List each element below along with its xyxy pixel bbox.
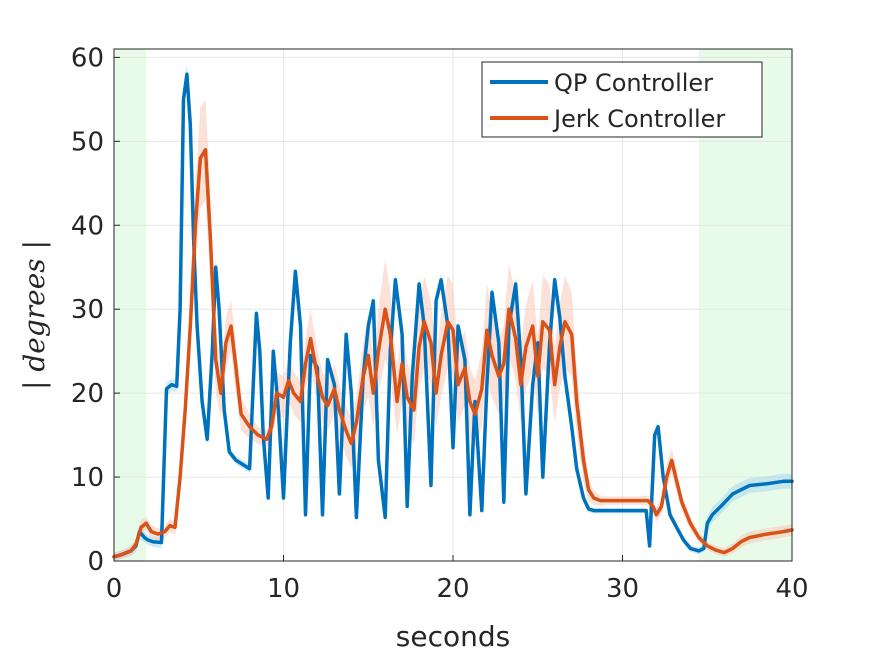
legend: QP Controller Jerk Controller xyxy=(481,61,763,138)
x-tick-label-1: 10 xyxy=(267,574,300,604)
series-line-qp-controller xyxy=(112,72,794,559)
x-axis-title: seconds xyxy=(396,620,510,653)
x-tick-label-3: 30 xyxy=(606,574,639,604)
x-tick-label-0: 0 xyxy=(106,574,123,604)
y-tick-label-4: 40 xyxy=(71,211,104,241)
y-tick-label-2: 20 xyxy=(71,379,104,409)
y-tick-label-3: 30 xyxy=(71,295,104,325)
y-tick-label-5: 50 xyxy=(71,127,104,157)
series-line-jerk-controller xyxy=(112,147,794,559)
y-tick-label-1: 10 xyxy=(71,463,104,493)
legend-label-jerk-controller: Jerk Controller xyxy=(552,105,725,133)
legend-box xyxy=(481,61,763,138)
y-tick-label-6: 60 xyxy=(71,43,104,73)
y-tick-label-0: 0 xyxy=(87,547,104,577)
highlight-region-0 xyxy=(114,49,147,561)
series-lines xyxy=(112,72,794,559)
y-axis-title: | degrees | xyxy=(18,240,51,390)
legend-label-qp-controller: QP Controller xyxy=(554,69,713,97)
axis-ticks: 0 10 20 30 40 0 10 20 30 40 50 60 xyxy=(71,43,809,604)
x-tick-label-4: 40 xyxy=(775,574,808,604)
x-tick-label-2: 20 xyxy=(436,574,469,604)
